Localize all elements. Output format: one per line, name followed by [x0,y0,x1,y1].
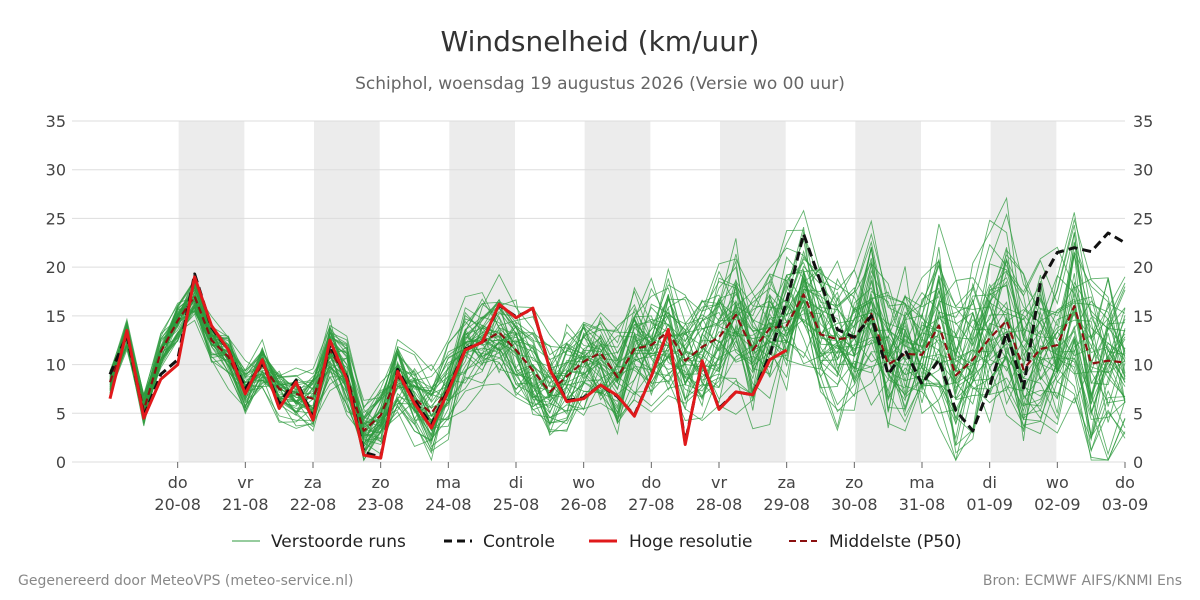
x-tick-day-13: wo [1046,473,1069,492]
x-tick-date-5: 25-08 [493,495,540,514]
x-tick-day-3: zo [372,473,390,492]
x-tick-date-9: 29-08 [763,495,810,514]
y-tick-right-25: 25 [1133,209,1153,228]
x-tick-date-13: 02-09 [1034,495,1081,514]
y-tick-right-0: 0 [1133,453,1143,472]
legend-label-control: Controle [483,532,555,552]
ensemble-run-48 [109,278,1126,461]
y-tick-right-5: 5 [1133,404,1143,423]
footer-source: Bron: ECMWF AIFS/KNMI Ens [983,573,1182,589]
x-tick-day-1: vr [237,473,253,492]
y-tick-left-35: 35 [46,112,66,131]
y-axis-right: 0 5 10 15 20 25 30 35 [1133,112,1153,472]
ensemble-run-28 [109,260,1126,446]
x-tick-date-7: 27-08 [628,495,675,514]
legend: Verstoorde runs Controle Hoge resolutie … [232,532,962,552]
series-p50 [108,293,1126,432]
x-tick-date-0: 20-08 [154,495,201,514]
x-tick-date-2: 22-08 [290,495,337,514]
y-tick-right-10: 10 [1133,356,1153,375]
y-tick-left-0: 0 [56,453,66,472]
y-tick-right-15: 15 [1133,307,1153,326]
ensemble-run-41 [109,250,1126,455]
x-tick-date-10: 30-08 [831,495,878,514]
ensemble-run-49 [109,261,1126,446]
x-tick-day-4: ma [436,473,461,492]
x-tick-date-11: 31-08 [899,495,946,514]
ensemble-run-40 [109,258,1126,440]
ensemble-runs [109,196,1126,462]
x-tick-day-9: za [778,473,796,492]
y-tick-left-15: 15 [46,307,66,326]
legend-label-hires: Hoge resolutie [629,532,753,552]
chart-subtitle: Schiphol, woensdag 19 augustus 2026 (Ver… [355,74,845,94]
x-tick-day-14: do [1115,473,1135,492]
legend-label-p50: Middelste (P50) [829,532,962,552]
x-tick-day-11: ma [909,473,934,492]
y-tick-left-20: 20 [46,258,66,277]
chart-title: Windsnelheid (km/uur) [441,25,760,58]
x-tick-date-8: 28-08 [696,495,743,514]
y-tick-left-25: 25 [46,209,66,228]
y-tick-left-10: 10 [46,356,66,375]
x-tick-date-14: 03-09 [1102,495,1149,514]
x-tick-date-12: 01-09 [966,495,1013,514]
x-tick-day-6: wo [572,473,595,492]
y-tick-left-5: 5 [56,404,66,423]
footer-generated-by: Gegenereerd door MeteoVPS (meteo-service… [18,573,353,589]
x-axis: do 20-08 vr 21-08 za 22-08 zo 23-08 ma 24-08 di 25-… [154,462,1148,514]
ensemble-run-19 [109,232,1126,446]
ensemble-run-23 [109,262,1126,435]
x-tick-day-7: do [641,473,661,492]
ensemble-run-38 [109,278,1126,462]
x-tick-date-4: 24-08 [425,495,472,514]
x-tick-day-0: do [168,473,188,492]
x-tick-day-5: di [509,473,524,492]
series-hires [108,275,788,460]
x-tick-day-10: zo [845,473,863,492]
ensemble-run-43 [109,266,1126,446]
y-tick-left-30: 30 [46,161,66,180]
ensemble-run-44 [109,238,1126,440]
x-tick-day-2: za [304,473,322,492]
y-tick-right-35: 35 [1133,112,1153,131]
y-tick-right-20: 20 [1133,258,1153,277]
x-tick-date-3: 23-08 [357,495,404,514]
y-axis-left: 0 5 10 15 20 25 30 35 [46,112,66,472]
x-tick-date-6: 26-08 [560,495,607,514]
x-tick-day-8: vr [711,473,727,492]
x-tick-date-1: 21-08 [222,495,269,514]
day-band-3 [584,121,651,462]
y-tick-right-30: 30 [1133,161,1153,180]
day-band-2 [449,121,515,462]
legend-label-ensemble: Verstoorde runs [271,532,406,552]
ensemble-run-46 [109,248,1126,443]
main-series [108,231,1126,460]
x-tick-day-12: di [982,473,997,492]
